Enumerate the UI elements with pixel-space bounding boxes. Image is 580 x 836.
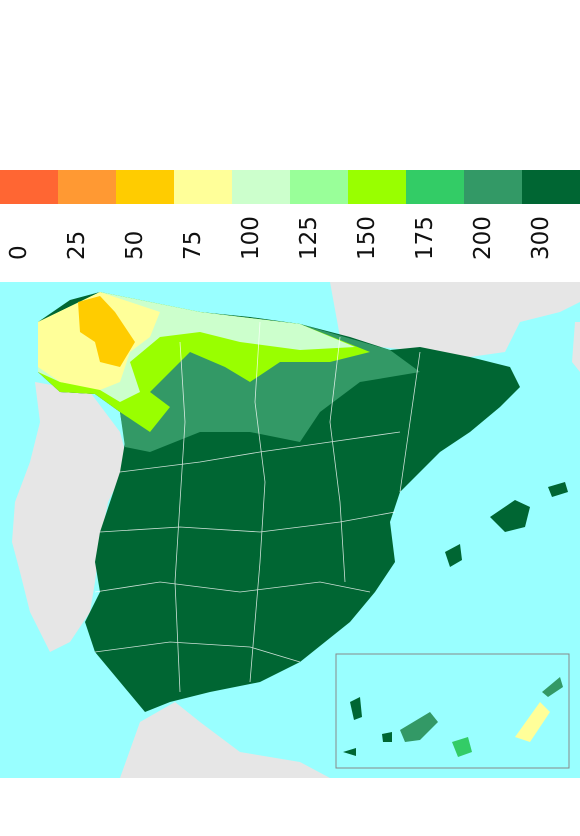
canary-gran-canaria bbox=[452, 737, 472, 757]
portugal-land bbox=[12, 382, 128, 652]
legend-swatch bbox=[290, 170, 349, 204]
legend-tick-label: 0 bbox=[6, 245, 32, 260]
france-land bbox=[330, 282, 580, 357]
canary-tenerife bbox=[400, 712, 438, 742]
legend-swatch bbox=[174, 170, 233, 204]
canary-inset bbox=[335, 653, 570, 769]
africa-land bbox=[120, 702, 330, 778]
legend-tick-label: 50 bbox=[122, 230, 148, 260]
legend-tick-label: 75 bbox=[180, 230, 206, 260]
province-borders bbox=[94, 321, 421, 693]
legend-swatch bbox=[522, 170, 580, 204]
canary-hierro bbox=[343, 748, 356, 756]
legend-tick-label: 175 bbox=[412, 216, 438, 260]
legend-tick-label: 25 bbox=[64, 230, 90, 260]
legend-tick-label: 150 bbox=[354, 216, 380, 260]
legend-tick-label: 300 bbox=[528, 216, 554, 260]
canary-la-palma bbox=[350, 697, 362, 720]
canary-fuerteventura bbox=[515, 702, 550, 742]
legend-swatch bbox=[464, 170, 523, 204]
legend-swatch bbox=[58, 170, 117, 204]
menorca bbox=[548, 482, 568, 497]
legend-tick-label: 200 bbox=[470, 216, 496, 260]
legend-swatch bbox=[116, 170, 175, 204]
mallorca bbox=[490, 500, 530, 532]
precipitation-map bbox=[0, 282, 580, 778]
ibiza bbox=[445, 544, 462, 567]
corsica-land bbox=[572, 322, 580, 372]
canary-gomera bbox=[382, 732, 392, 742]
north-band-50 bbox=[78, 296, 135, 367]
legend-swatch bbox=[348, 170, 407, 204]
color-legend bbox=[0, 168, 580, 268]
legend-swatch bbox=[0, 170, 59, 204]
legend-swatch bbox=[232, 170, 291, 204]
legend-tick-label: 125 bbox=[296, 216, 322, 260]
legend-swatch bbox=[406, 170, 465, 204]
legend-tick-label: 100 bbox=[238, 216, 264, 260]
canary-lanzarote bbox=[542, 677, 563, 697]
